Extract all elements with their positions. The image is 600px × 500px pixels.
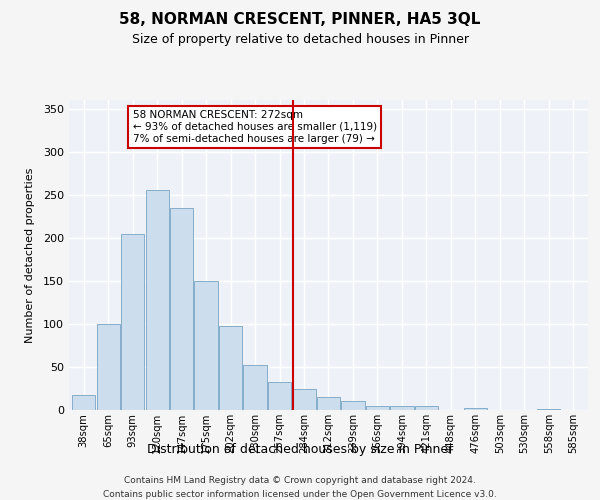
Bar <box>97 324 120 410</box>
Text: 58, NORMAN CRESCENT, PINNER, HA5 3QL: 58, NORMAN CRESCENT, PINNER, HA5 3QL <box>119 12 481 28</box>
Bar <box>72 394 95 410</box>
Bar <box>341 402 365 410</box>
Text: Size of property relative to detached houses in Pinner: Size of property relative to detached ho… <box>131 32 469 46</box>
Bar <box>146 190 169 410</box>
Bar <box>219 326 242 410</box>
Text: Contains public sector information licensed under the Open Government Licence v3: Contains public sector information licen… <box>103 490 497 499</box>
Bar <box>537 409 560 410</box>
Bar <box>415 406 438 410</box>
Text: 58 NORMAN CRESCENT: 272sqm
← 93% of detached houses are smaller (1,119)
7% of se: 58 NORMAN CRESCENT: 272sqm ← 93% of deta… <box>133 110 377 144</box>
Y-axis label: Number of detached properties: Number of detached properties <box>25 168 35 342</box>
Text: Contains HM Land Registry data © Crown copyright and database right 2024.: Contains HM Land Registry data © Crown c… <box>124 476 476 485</box>
Bar <box>268 382 291 410</box>
Bar <box>194 281 218 410</box>
Bar <box>317 397 340 410</box>
Bar <box>170 208 193 410</box>
Bar <box>464 408 487 410</box>
Text: Distribution of detached houses by size in Pinner: Distribution of detached houses by size … <box>147 442 453 456</box>
Bar <box>366 406 389 410</box>
Bar <box>121 234 144 410</box>
Bar <box>244 365 266 410</box>
Bar <box>292 390 316 410</box>
Bar <box>391 406 413 410</box>
